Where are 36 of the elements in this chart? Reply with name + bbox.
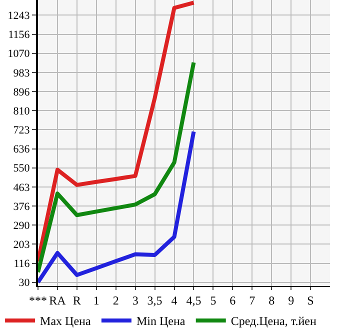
y-tick-label: 636: [13, 144, 30, 156]
y-tick-label: 1156: [8, 29, 30, 42]
x-tick-label: RA: [49, 293, 66, 308]
x-tick-label: 6: [230, 293, 236, 308]
x-tick-label: R: [72, 293, 81, 308]
legend-label: Сред.Цена, т.йен: [230, 314, 317, 328]
x-tick-label: 2: [112, 293, 119, 308]
x-tick-label: 3: [132, 293, 138, 308]
y-tick-label: 376: [13, 200, 30, 213]
y-tick-label: 1243: [8, 10, 30, 22]
x-tick-label: 8: [268, 293, 275, 308]
x-tick-label: 7: [249, 293, 256, 308]
legend-label: Min Цена: [136, 314, 186, 328]
x-tick-label: 4,5: [186, 293, 202, 308]
y-tick-label: 116: [14, 258, 30, 270]
line-series: [38, 60, 196, 274]
x-tick-label: 1: [93, 293, 100, 308]
x-tick-label: S: [307, 293, 314, 308]
x-tick-label: ***: [29, 293, 47, 308]
line-series: [38, 0, 196, 264]
y-tick-label: 723: [13, 124, 30, 137]
y-tick-label: 290: [13, 220, 30, 232]
y-tick-label: 810: [13, 105, 30, 118]
x-tick-label: 5: [210, 293, 216, 308]
line-series: [38, 130, 196, 284]
x-tick-label: 4: [171, 293, 178, 308]
y-tick-label: 550: [13, 162, 30, 175]
y-tick-label: 1070: [8, 48, 30, 60]
y-tick-label: 463: [13, 182, 30, 194]
x-tick-label: 3,5: [147, 293, 162, 308]
legend-label: Max Цена: [40, 314, 92, 328]
x-tick-label: 9: [288, 293, 294, 308]
y-tick-label: 896: [13, 86, 30, 98]
y-tick-label: 983: [13, 67, 30, 80]
y-tick-label: 203: [13, 239, 30, 252]
y-tick-label: 30: [18, 277, 30, 290]
